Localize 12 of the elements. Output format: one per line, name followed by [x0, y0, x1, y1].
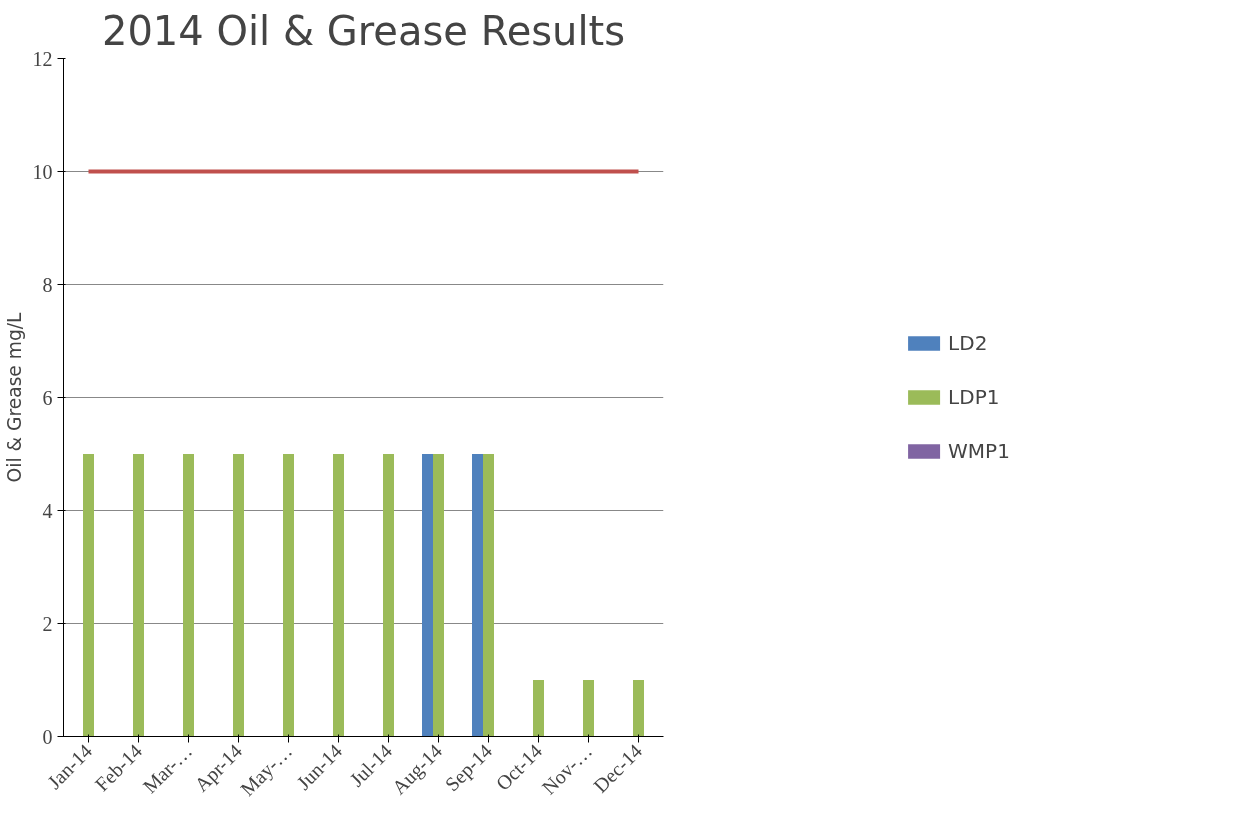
legend-label: LDP1: [948, 385, 1000, 409]
chart-title: 2014 Oil & Grease Results: [101, 7, 626, 54]
y-axis-title: Oil & Grease mg/L: [3, 311, 25, 483]
y-tick-label: 12: [32, 47, 53, 70]
y-tick-label: 6: [42, 386, 53, 409]
y-tick-label: 4: [42, 499, 53, 522]
y-tick-label: 8: [42, 273, 53, 296]
y-tick-label: 10: [32, 160, 53, 183]
y-tick-label: 0: [42, 725, 53, 748]
legend-label: WMP1: [948, 439, 1010, 463]
legend-label: LD2: [948, 331, 988, 355]
y-tick-label: 2: [42, 612, 53, 635]
